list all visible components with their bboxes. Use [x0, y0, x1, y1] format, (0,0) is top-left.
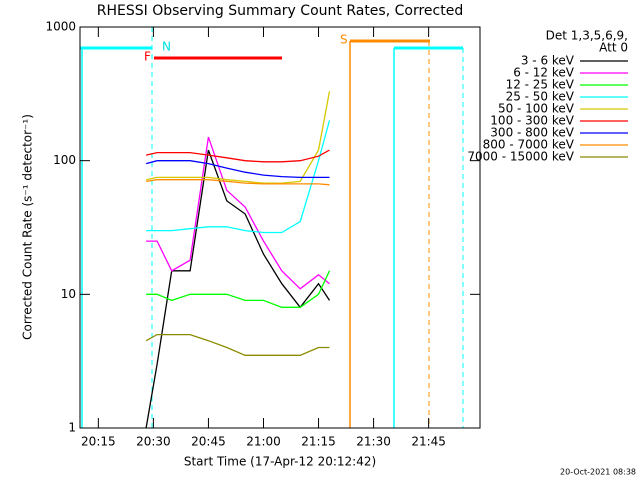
x-tick-label: 21:00 — [246, 435, 281, 449]
legend-label: 25 - 50 keV — [506, 90, 575, 104]
series-line — [145, 160, 330, 179]
y-tick-label: 1000 — [45, 20, 76, 34]
x-axis-label: Start Time (17-Apr-12 20:12:42) — [184, 455, 376, 469]
legend-label: 100 - 300 keV — [490, 114, 574, 128]
flag-label: S — [340, 33, 348, 47]
legend-label: 12 - 25 keV — [506, 78, 575, 92]
legend-label: 800 - 7000 keV — [483, 138, 575, 152]
y-tick-label: 1 — [68, 421, 76, 435]
legend-label: 6 - 12 keV — [513, 66, 575, 80]
legend-label: 7000 - 15000 keV — [467, 150, 574, 164]
legend-title: Det 1,3,5,6,9, — [546, 29, 628, 43]
flag-label: N — [162, 40, 171, 54]
legend-label: 50 - 100 keV — [498, 102, 575, 116]
x-tick-label: 21:15 — [301, 435, 336, 449]
series-line — [146, 136, 330, 290]
x-tick-label: 21:45 — [411, 435, 446, 449]
series-line — [145, 149, 330, 163]
y-tick-label: 10 — [61, 287, 76, 301]
series-line — [145, 149, 331, 428]
flags: N F S — [80, 27, 464, 428]
x-tick-label: 21:30 — [356, 435, 391, 449]
plot-frame — [79, 26, 481, 429]
series-line — [146, 270, 331, 308]
legend-title: Att 0 — [599, 41, 628, 55]
footer: 20-Oct-2021 08:38 — [560, 468, 636, 477]
x-tick-label: 20:45 — [191, 435, 226, 449]
series-line — [146, 120, 331, 234]
legend-label: 300 - 800 keV — [490, 126, 574, 140]
y-tick-label: 100 — [53, 153, 76, 167]
legend-label: 3 - 6 keV — [521, 54, 575, 68]
x-tick-label: 20:15 — [81, 435, 116, 449]
series-line — [145, 91, 331, 184]
chart-title: RHESSI Observing Summary Count Rates, Co… — [97, 3, 463, 19]
plot-lines — [145, 91, 331, 428]
y-axis-label: Corrected Count Rate (s⁻¹ detector⁻¹) — [21, 114, 35, 340]
flag-label: F — [144, 50, 151, 64]
series-line — [145, 333, 330, 356]
x-tick-label: 20:30 — [136, 435, 171, 449]
series-line — [146, 179, 330, 186]
